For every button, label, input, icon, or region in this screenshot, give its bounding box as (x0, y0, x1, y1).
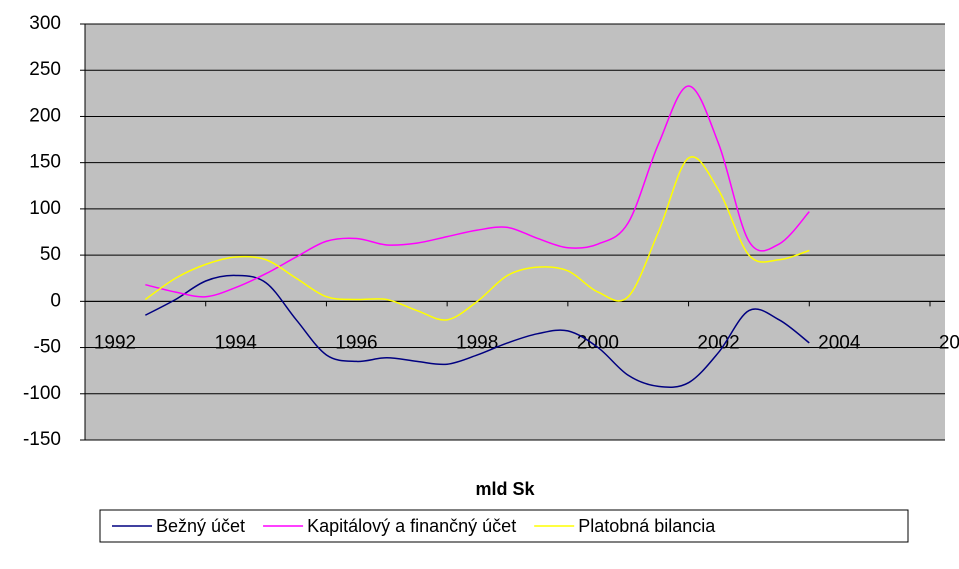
y-tick-label: 100 (29, 198, 61, 219)
y-tick-label: 250 (29, 59, 61, 80)
x-tick-label: 2004 (818, 332, 861, 353)
x-tick-label: 1998 (456, 332, 498, 353)
y-tick-label: -150 (23, 429, 61, 450)
y-tick-label: -50 (34, 337, 61, 358)
y-tick-label: 150 (29, 152, 61, 173)
series-line (145, 85, 810, 298)
x-axis-label: mld Sk (475, 479, 535, 499)
legend-label: Kapitálový a finančný účet (307, 516, 516, 536)
x-tick-label: 2002 (697, 332, 739, 353)
y-tick-label: -100 (23, 383, 61, 404)
x-tick-label: 1992 (94, 332, 136, 353)
x-tick-label: 1994 (215, 332, 258, 353)
legend-label: Platobná bilancia (578, 516, 716, 536)
legend-label: Bežný účet (156, 516, 245, 536)
x-tick-label: 1996 (335, 332, 377, 353)
x-tick-label: 2000 (577, 332, 619, 353)
series-line (144, 156, 810, 321)
x-tick-label: 2006 (939, 332, 959, 353)
legend-box (99, 509, 909, 543)
y-tick-label: 50 (40, 244, 61, 265)
plot-area (85, 24, 945, 440)
y-tick-label: 200 (29, 105, 61, 126)
y-tick-label: 300 (29, 13, 61, 34)
y-tick-label: 0 (50, 290, 61, 311)
